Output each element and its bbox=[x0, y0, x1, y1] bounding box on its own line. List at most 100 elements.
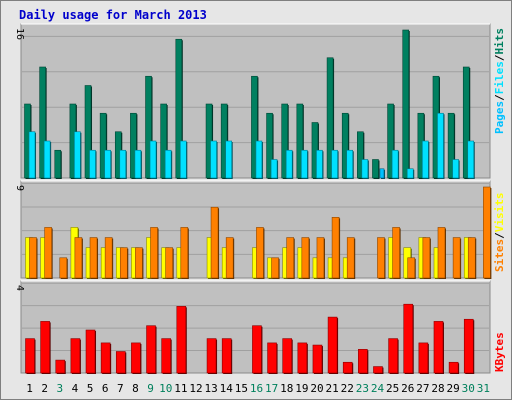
top-files-bar bbox=[104, 149, 111, 179]
middle-sites-bar bbox=[165, 247, 173, 279]
x-tick-label: 18 bbox=[280, 382, 293, 395]
bottom-kbytes-bar bbox=[85, 329, 96, 374]
bottom-kbytes-bar bbox=[100, 342, 111, 374]
middle-sites-bar bbox=[150, 227, 158, 279]
x-tick-label: 26 bbox=[401, 382, 414, 395]
bottom-ymax-label: 4 bbox=[14, 285, 25, 291]
x-tick-label: 14 bbox=[220, 382, 234, 395]
bottom-kbytes-bar bbox=[267, 342, 277, 374]
middle-sites-bar bbox=[271, 257, 279, 279]
x-tick-label: 17 bbox=[265, 382, 278, 395]
top-files-bar bbox=[89, 149, 96, 179]
middle-sites-bar bbox=[89, 237, 98, 279]
top-files-bar bbox=[316, 149, 323, 179]
x-tick-label: 15 bbox=[235, 382, 248, 395]
top-files-bar bbox=[225, 140, 232, 179]
top-hits-bar bbox=[251, 75, 258, 179]
top-hits-bar bbox=[54, 149, 62, 179]
middle-sites-bar bbox=[225, 237, 234, 279]
bottom-kbytes-bar bbox=[433, 321, 444, 374]
bottom-kbytes-bar bbox=[342, 361, 353, 374]
legend-top: Pages/Files/Hits bbox=[493, 28, 506, 134]
middle-sites-bar bbox=[437, 227, 446, 279]
top-files-bar bbox=[43, 140, 51, 179]
top-files-bar bbox=[346, 149, 354, 179]
top-files-bar bbox=[164, 149, 172, 179]
x-tick-label: 24 bbox=[371, 382, 385, 395]
legend-bottom-kbytes: KBytes bbox=[493, 332, 506, 372]
top-hits-bar bbox=[447, 112, 455, 179]
legend-top-pages: Pages bbox=[493, 101, 506, 134]
bottom-kbytes-bar bbox=[146, 325, 156, 374]
middle-sites-bar bbox=[286, 237, 294, 279]
top-files-bar bbox=[179, 140, 187, 179]
top-hits-bar bbox=[84, 85, 92, 179]
bottom-kbytes-bar bbox=[388, 338, 398, 374]
top-files-bar bbox=[361, 159, 369, 179]
top-hits-bar bbox=[160, 103, 167, 179]
bottom-kbytes-bar bbox=[55, 359, 66, 374]
bottom-kbytes-bar bbox=[282, 338, 292, 374]
bottom-kbytes-bar bbox=[312, 344, 323, 374]
legend-middle-separator: / bbox=[493, 232, 506, 239]
top-files-bar bbox=[255, 140, 263, 179]
x-tick-label: 13 bbox=[204, 382, 217, 395]
top-hits-bar bbox=[341, 112, 349, 179]
top-files-bar bbox=[406, 168, 414, 179]
middle-sites-bar bbox=[392, 227, 400, 279]
middle-sites-bar bbox=[44, 227, 52, 279]
chart-title: Daily usage for March 2013 bbox=[19, 8, 207, 22]
top-hits-bar bbox=[130, 112, 137, 179]
middle-sites-bar bbox=[29, 237, 37, 279]
x-tick-label: 11 bbox=[174, 382, 187, 395]
middle-sites-bar bbox=[377, 237, 385, 279]
middle-sites-bar bbox=[104, 237, 113, 279]
legend-top-files: Files bbox=[493, 61, 506, 94]
middle-sites-bar bbox=[483, 186, 491, 279]
bottom-kbytes-bar bbox=[252, 325, 262, 374]
top-hits-bar bbox=[281, 103, 288, 179]
top-files-bar bbox=[28, 131, 36, 179]
top-hits-bar bbox=[39, 66, 46, 179]
bottom-kbytes-bar bbox=[206, 338, 217, 374]
middle-sites-bar bbox=[74, 237, 83, 279]
bottom-kbytes-bar bbox=[176, 306, 187, 374]
middle-sites-bar bbox=[256, 227, 264, 279]
top-files-bar bbox=[467, 140, 475, 179]
top-hits-bar bbox=[402, 29, 410, 179]
middle-ymax-label: 9 bbox=[14, 185, 25, 191]
x-tick-label: 6 bbox=[102, 382, 109, 395]
bottom-kbytes-bar bbox=[221, 338, 232, 374]
bottom-kbytes-bar bbox=[40, 321, 50, 374]
bottom-kbytes-bar bbox=[297, 342, 308, 374]
middle-sites-bar bbox=[210, 206, 219, 279]
top-files-bar bbox=[422, 140, 429, 179]
middle-sites-bar bbox=[467, 237, 476, 279]
x-tick-label: 27 bbox=[416, 382, 429, 395]
top-hits-bar bbox=[462, 66, 470, 179]
top-files-bar bbox=[437, 112, 444, 179]
top-pages-bar bbox=[379, 168, 385, 179]
middle-sites-bar bbox=[135, 247, 143, 279]
top-ymax-label: 16 bbox=[14, 28, 25, 40]
top-files-bar bbox=[149, 140, 157, 179]
x-tick-label: 25 bbox=[386, 382, 399, 395]
legend-top-separator: / bbox=[493, 54, 506, 61]
x-tick-label: 8 bbox=[132, 382, 139, 395]
bottom-kbytes-bar bbox=[403, 303, 414, 374]
top-hits-bar bbox=[357, 131, 364, 179]
top-files-bar bbox=[270, 159, 278, 179]
top-files-bar bbox=[285, 149, 293, 179]
x-tick-label: 1 bbox=[26, 382, 33, 395]
top-hits-bar bbox=[296, 103, 304, 179]
x-tick-label: 28 bbox=[431, 382, 444, 395]
top-files-bar bbox=[210, 140, 217, 179]
bottom-kbytes-bar bbox=[161, 338, 171, 374]
bottom-kbytes-bar bbox=[418, 342, 429, 374]
top-hits-bar bbox=[266, 112, 273, 179]
x-tick-label: 22 bbox=[341, 382, 354, 395]
x-tick-label: 30 bbox=[462, 382, 475, 395]
legend-top-hits: Hits bbox=[493, 28, 506, 55]
top-hits-bar bbox=[387, 103, 394, 179]
